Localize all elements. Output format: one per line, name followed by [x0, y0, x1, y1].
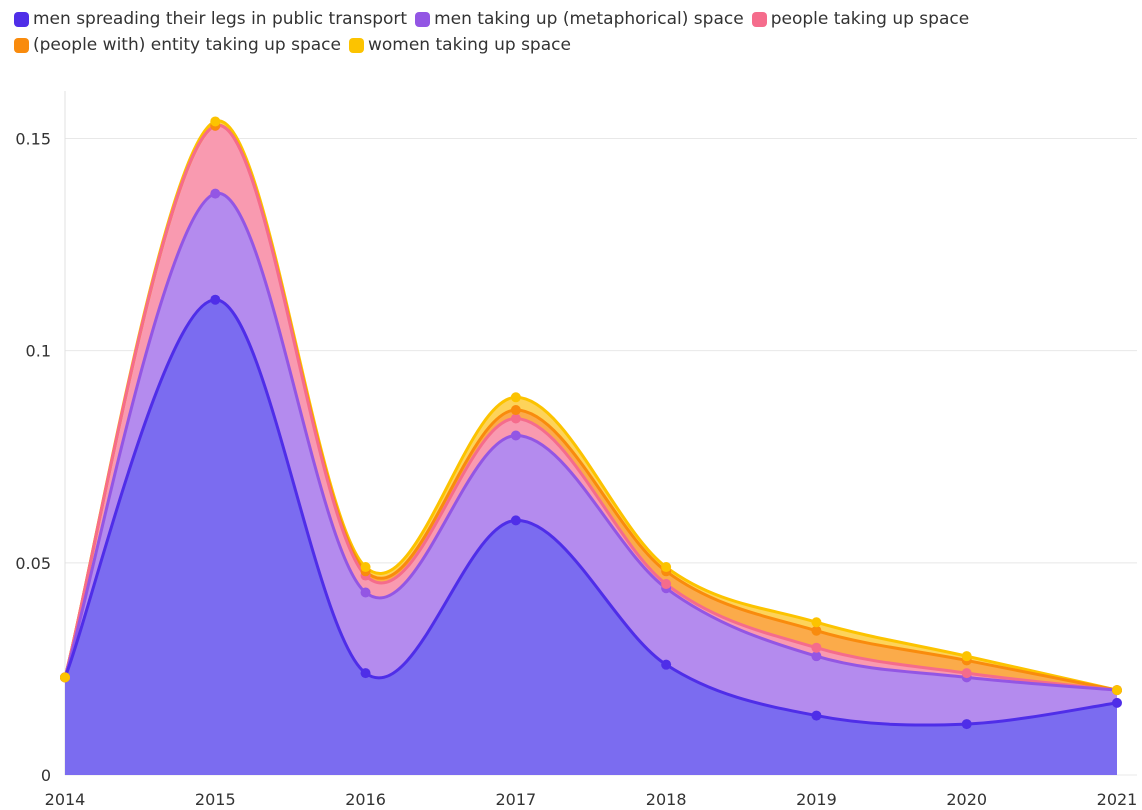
y-tick-label: 0.15 [15, 129, 51, 148]
line [63, 124, 1118, 692]
legend-swatch [348, 37, 364, 53]
point [60, 672, 70, 683]
point [510, 392, 521, 403]
point [961, 668, 972, 679]
y-tick-label: 0.1 [26, 342, 51, 361]
point [811, 625, 822, 636]
line [63, 192, 1118, 692]
x-tick-label: 2020 [946, 790, 987, 809]
point [811, 642, 822, 653]
point [661, 659, 672, 670]
legend-swatch [751, 11, 767, 27]
x-tick-label: 2016 [345, 790, 386, 809]
y-tick-label: 0.05 [15, 554, 51, 573]
legend-swatch [14, 37, 29, 53]
x-tick-label: 2014 [45, 790, 86, 809]
point [510, 515, 521, 526]
point [210, 188, 221, 199]
legend-item: men spreading their legs in public trans… [14, 6, 407, 32]
legend-item: (people with) entity taking up space [14, 32, 341, 58]
point [360, 587, 371, 598]
x-tick-label: 2018 [646, 790, 687, 809]
x-tick-label: 2017 [495, 790, 536, 809]
area [65, 299, 1117, 775]
legend-swatch [415, 11, 431, 27]
point [811, 710, 822, 721]
x-tick-label: 2021 [1097, 790, 1138, 809]
point [210, 294, 221, 305]
legend-label: people taking up space [770, 9, 970, 29]
legend-item: women taking up space [348, 32, 571, 58]
legend-label: men taking up (metaphorical) space [434, 9, 744, 29]
point [961, 651, 972, 662]
point [1112, 685, 1122, 696]
y-tick-label: 0 [41, 766, 51, 785]
point [811, 617, 822, 628]
legend-label: women taking up space [367, 35, 571, 55]
legend-label: (people with) entity taking up space [33, 35, 341, 55]
point [510, 430, 521, 441]
legend-item: people taking up space [751, 6, 970, 32]
legend-label: men spreading their legs in public trans… [33, 9, 408, 29]
point [360, 562, 371, 573]
line [63, 119, 1118, 692]
point [961, 719, 972, 730]
legend-item: men taking up (metaphorical) space [415, 6, 744, 32]
point [811, 651, 822, 662]
point [510, 405, 521, 416]
legend-swatch [14, 11, 29, 27]
point [661, 562, 672, 573]
x-tick-label: 2015 [195, 790, 236, 809]
point [661, 579, 672, 590]
point [510, 413, 521, 424]
point [210, 116, 221, 127]
x-tick-label: 2019 [796, 790, 837, 809]
legend: men spreading their legs in public trans… [14, 6, 994, 58]
point [360, 668, 371, 679]
point [1112, 697, 1122, 708]
